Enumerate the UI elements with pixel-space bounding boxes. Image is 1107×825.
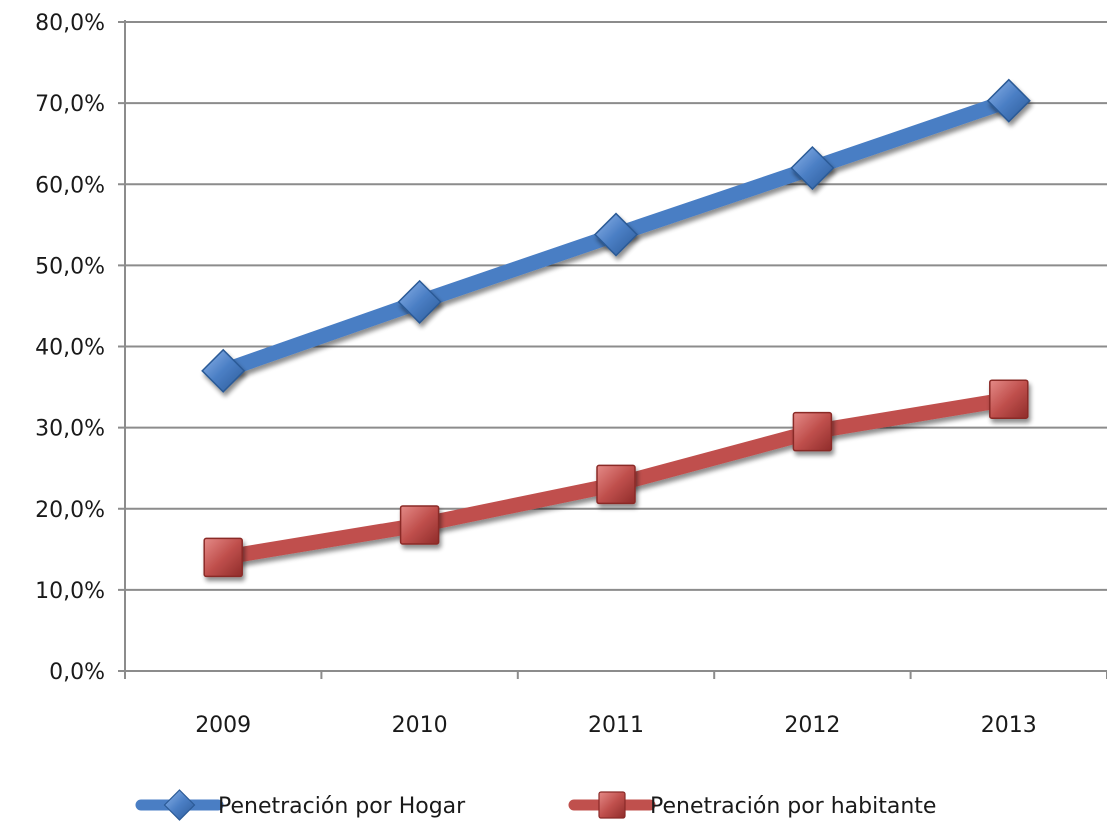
- legend: Penetración por Hogar Penetración por hab…: [135, 789, 936, 821]
- y-tick-label: 20,0%: [35, 498, 105, 523]
- series-0-point: [790, 145, 835, 191]
- series-1-point: [792, 411, 833, 452]
- legend-diamond-marker: [163, 789, 196, 821]
- y-tick-label: 80,0%: [35, 11, 105, 36]
- series-0: [201, 78, 1031, 393]
- y-tick-label: 30,0%: [35, 417, 105, 442]
- legend-label: Penetración por habitante: [650, 794, 936, 819]
- series-1-point: [596, 464, 636, 505]
- series-1-point: [203, 537, 243, 578]
- series-group: [201, 78, 1031, 578]
- gridlines: [125, 21, 1107, 591]
- series-0-point: [397, 279, 442, 324]
- x-tick-label: 2010: [392, 713, 448, 738]
- y-tick-label: 60,0%: [35, 173, 105, 198]
- axes: 0,0% 10,0% 20,0% 30,0% 40,0% 50,0% 60,0% 70,0% 8…: [35, 11, 1107, 738]
- series-1-point: [989, 379, 1029, 419]
- x-tick-label: 2011: [588, 713, 644, 738]
- x-tick-label: 2012: [784, 713, 840, 738]
- legend-label: Penetración por Hogar: [218, 794, 466, 819]
- legend-item: Penetración por Hogar: [135, 789, 466, 821]
- series-0-point: [201, 348, 246, 393]
- y-tick-label: 50,0%: [35, 254, 105, 279]
- legend-item: Penetración por habitante: [568, 791, 936, 819]
- legend-square-marker: [598, 791, 626, 819]
- y-tick-label: 70,0%: [35, 92, 105, 117]
- x-tick-label: 2013: [981, 713, 1037, 738]
- series-1: [203, 379, 1029, 578]
- y-tick-label: 0,0%: [49, 660, 105, 685]
- x-tick-label: 2009: [195, 713, 251, 738]
- y-tick-label: 10,0%: [35, 579, 105, 604]
- series-0-point: [593, 212, 639, 257]
- series-0-point: [986, 78, 1031, 123]
- y-tick-label: 40,0%: [35, 336, 105, 361]
- series-1-point: [399, 505, 440, 545]
